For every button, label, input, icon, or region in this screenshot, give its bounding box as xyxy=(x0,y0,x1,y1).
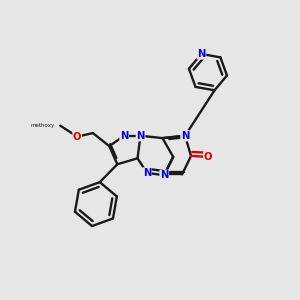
Text: N: N xyxy=(136,131,145,141)
Text: N: N xyxy=(120,131,128,141)
Text: methoxy: methoxy xyxy=(30,123,54,128)
Text: O: O xyxy=(73,132,81,142)
Text: N: N xyxy=(181,131,189,141)
Text: N: N xyxy=(143,168,151,178)
Text: O: O xyxy=(204,152,212,162)
Text: N: N xyxy=(197,49,206,59)
Text: N: N xyxy=(160,170,169,180)
